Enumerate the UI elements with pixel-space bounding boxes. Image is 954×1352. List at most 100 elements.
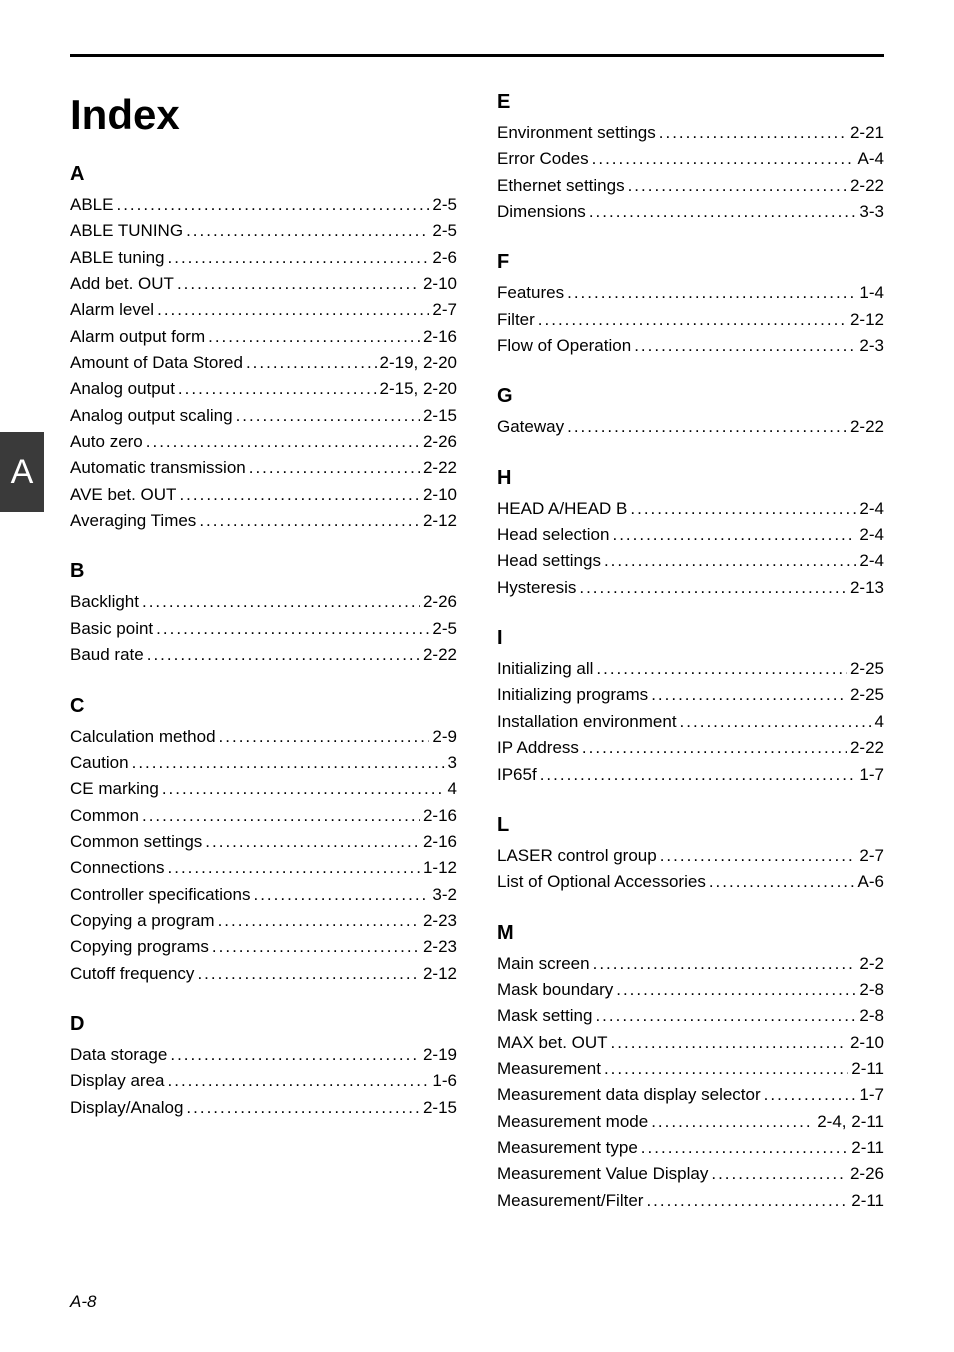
- entry-label: Initializing programs: [497, 682, 648, 708]
- entry-page: 2-4, 2-11: [817, 1109, 884, 1135]
- index-entry: Data storage 2-19: [70, 1042, 457, 1068]
- entry-label: Measurement: [497, 1056, 601, 1082]
- entry-page: 2-19: [423, 1042, 457, 1068]
- entry-label: Error Codes: [497, 146, 589, 172]
- index-entry: Measurement data display selector 1-7: [497, 1082, 884, 1108]
- entry-label: Dimensions: [497, 199, 586, 225]
- entry-label: Amount of Data Stored: [70, 350, 243, 376]
- entry-page: 2-16: [423, 324, 457, 350]
- index-entry: Baud rate 2-22: [70, 642, 457, 668]
- section-gap: [70, 669, 457, 687]
- index-entry: Analog output scaling 2-15: [70, 403, 457, 429]
- section-head: M: [497, 922, 884, 945]
- entry-page: 2-4: [859, 548, 884, 574]
- entry-page: 2-15, 2-20: [380, 376, 458, 402]
- entry-label: Mask setting: [497, 1003, 592, 1029]
- index-entry: Mask boundary 2-8: [497, 977, 884, 1003]
- entry-page: 2-12: [423, 508, 457, 534]
- leader-dots: [186, 1095, 420, 1121]
- leader-dots: [611, 1030, 847, 1056]
- leader-dots: [116, 192, 429, 218]
- leader-dots: [186, 218, 429, 244]
- entry-page: 1-6: [432, 1068, 457, 1094]
- entry-page: 2-22: [850, 414, 884, 440]
- leader-dots: [604, 548, 856, 574]
- entry-label: Hysteresis: [497, 575, 576, 601]
- entry-label: HEAD A/HEAD B: [497, 496, 627, 522]
- entry-label: Add bet. OUT: [70, 271, 174, 297]
- entry-label: Display/Analog: [70, 1095, 183, 1121]
- entry-page: 2-13: [850, 575, 884, 601]
- leader-dots: [604, 1056, 848, 1082]
- leader-dots: [219, 724, 430, 750]
- entry-label: Copying a program: [70, 908, 215, 934]
- columns: Index AABLE 2-5ABLE TUNING 2-5ABLE tunin…: [70, 91, 884, 1232]
- entry-page: 1-4: [859, 280, 884, 306]
- leader-dots: [170, 1042, 420, 1068]
- entry-page: 2-10: [850, 1030, 884, 1056]
- entry-label: Measurement Value Display: [497, 1161, 708, 1187]
- index-entry: LASER control group 2-7: [497, 843, 884, 869]
- entry-page: 2-26: [423, 429, 457, 455]
- entry-page: 2-22: [850, 173, 884, 199]
- index-entry: Measurement/Filter 2-11: [497, 1188, 884, 1214]
- entry-label: List of Optional Accessories: [497, 869, 706, 895]
- leader-dots: [567, 414, 847, 440]
- entry-label: Automatic transmission: [70, 455, 246, 481]
- leader-dots: [179, 482, 420, 508]
- index-entry: Dimensions 3-3: [497, 199, 884, 225]
- entry-label: LASER control group: [497, 843, 657, 869]
- section-gap: [70, 1121, 457, 1139]
- index-entry: Environment settings 2-21: [497, 120, 884, 146]
- index-entry: Mask setting 2-8: [497, 1003, 884, 1029]
- entry-label: ABLE: [70, 192, 113, 218]
- leader-dots: [147, 642, 420, 668]
- entry-page: 2-7: [432, 297, 457, 323]
- leader-dots: [162, 776, 445, 802]
- page-title: Index: [70, 91, 457, 139]
- index-entry: Copying a program 2-23: [70, 908, 457, 934]
- entry-page: 2-5: [432, 616, 457, 642]
- index-entry: Measurement Value Display 2-26: [497, 1161, 884, 1187]
- leader-dots: [582, 735, 847, 761]
- entry-label: Basic point: [70, 616, 153, 642]
- index-entry: Measurement type 2-11: [497, 1135, 884, 1161]
- side-tab-letter: A: [11, 453, 34, 492]
- entry-page: 3-2: [432, 882, 457, 908]
- section-head: E: [497, 91, 884, 114]
- leader-dots: [764, 1082, 857, 1108]
- entry-page: 3-3: [859, 199, 884, 225]
- index-entry: IP Address 2-22: [497, 735, 884, 761]
- entry-label: Measurement type: [497, 1135, 638, 1161]
- entry-label: AVE bet. OUT: [70, 482, 176, 508]
- entry-page: 2-22: [423, 642, 457, 668]
- leader-dots: [197, 961, 420, 987]
- index-entry: ABLE tuning 2-6: [70, 245, 457, 271]
- entry-page: 2-9: [432, 724, 457, 750]
- entry-page: 2-12: [850, 307, 884, 333]
- index-entry: Initializing all 2-25: [497, 656, 884, 682]
- leader-dots: [641, 1135, 848, 1161]
- index-entry: Head settings 2-4: [497, 548, 884, 574]
- entry-label: Measurement data display selector: [497, 1082, 761, 1108]
- entry-page: A-6: [858, 869, 884, 895]
- index-entry: ABLE 2-5: [70, 192, 457, 218]
- entry-label: Installation environment: [497, 709, 677, 735]
- entry-page: 1-12: [423, 855, 457, 881]
- index-entry: Error Codes A-4: [497, 146, 884, 172]
- entry-page: 4: [875, 709, 884, 735]
- index-entry: Head selection 2-4: [497, 522, 884, 548]
- leader-dots: [208, 324, 420, 350]
- leader-dots: [579, 575, 847, 601]
- leader-dots: [593, 951, 857, 977]
- entry-label: Averaging Times: [70, 508, 196, 534]
- entry-label: Head settings: [497, 548, 601, 574]
- entry-page: 2-6: [432, 245, 457, 271]
- index-entry: CE marking 4: [70, 776, 457, 802]
- section-head: L: [497, 814, 884, 837]
- entry-page: A-4: [858, 146, 884, 172]
- index-entry: Caution 3: [70, 750, 457, 776]
- entry-page: 4: [448, 776, 457, 802]
- leader-dots: [142, 803, 420, 829]
- entry-page: 2-16: [423, 803, 457, 829]
